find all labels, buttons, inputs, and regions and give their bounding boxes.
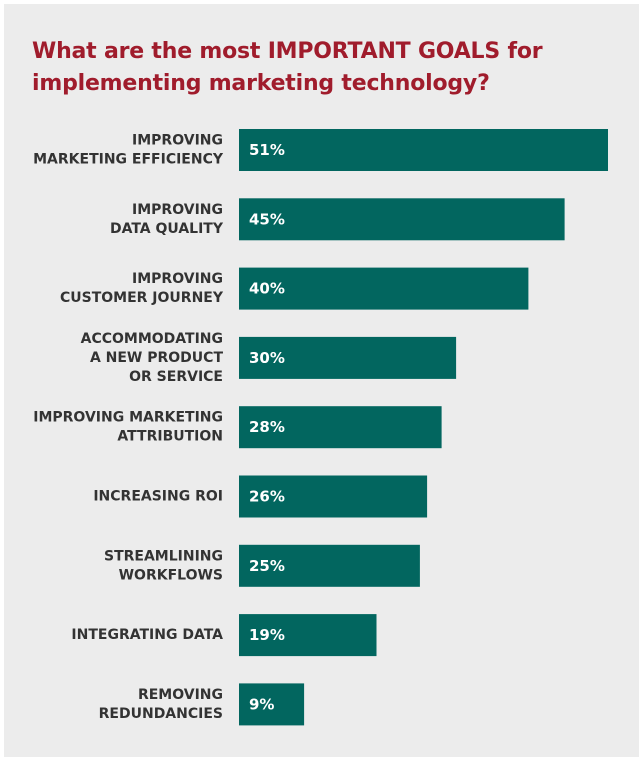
value-label: 30% — [249, 349, 285, 367]
category-label: IMPROVING DATA QUALITY — [110, 202, 224, 237]
bar — [239, 198, 565, 241]
value-label: 45% — [249, 210, 285, 228]
bar — [239, 544, 420, 587]
bar — [239, 267, 529, 310]
category-label: INTEGRATING DATA — [71, 627, 223, 643]
bar — [239, 614, 377, 657]
category-label: IMPROVING MARKETING EFFICIENCY — [33, 133, 224, 168]
chart-title: What are the most IMPORTANT GOALS for im… — [32, 39, 543, 96]
bar — [239, 683, 305, 726]
bar — [239, 475, 428, 518]
bar — [239, 336, 457, 379]
category-label: IMPROVING MARKETING ATTRIBUTION — [33, 410, 223, 445]
value-label: 28% — [249, 418, 285, 436]
value-label: 9% — [249, 695, 274, 713]
category-label: IMPROVING CUSTOMER JOURNEY — [60, 271, 224, 306]
bar — [239, 129, 608, 171]
category-label: INCREASING ROI — [93, 489, 223, 505]
category-label: REMOVING REDUNDANCIES — [99, 687, 223, 722]
value-label: 51% — [249, 141, 285, 159]
category-label: STREAMLINING WORKFLOWS — [104, 548, 223, 583]
value-label: 25% — [249, 557, 285, 575]
value-label: 40% — [249, 280, 285, 298]
bar — [239, 406, 442, 449]
category-label: ACCOMMODATING A NEW PRODUCT OR SERVICE — [81, 331, 224, 385]
value-label: 26% — [249, 488, 285, 506]
value-label: 19% — [249, 626, 285, 644]
